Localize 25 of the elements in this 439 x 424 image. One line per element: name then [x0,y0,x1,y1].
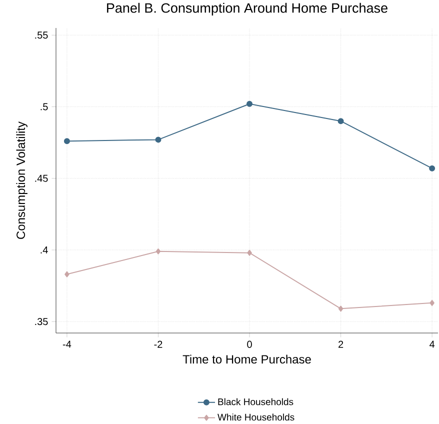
y-tick-label: .35 [35,318,48,326]
y-tick-label: .5 [40,103,48,110]
chart-title: Panel B. Consumption Around Home Purchase [107,2,388,16]
point [430,300,434,306]
point [64,271,70,278]
point [429,165,436,172]
point [338,118,344,124]
y-tick-label: .55 [35,32,48,39]
point [64,138,70,144]
legend-label: Black Households [218,398,294,406]
y-tick-label: .45 [35,174,48,182]
x-axis-title: Time to Home Purchase [182,354,311,364]
x-tick-label: -4 [62,340,72,348]
y-tick-label: .4 [40,246,48,254]
point [156,248,161,254]
point [246,100,253,107]
x-tick-label: 4 [430,340,435,348]
legend-label: White Households [218,414,294,421]
point [247,250,252,256]
point [338,306,344,312]
x-tick-label: 0 [247,340,252,348]
x-tick-label: 2 [338,340,344,348]
y-axis-title: Consumption Volatility [16,122,28,239]
point [155,136,162,143]
x-tick-label: -2 [154,340,162,348]
